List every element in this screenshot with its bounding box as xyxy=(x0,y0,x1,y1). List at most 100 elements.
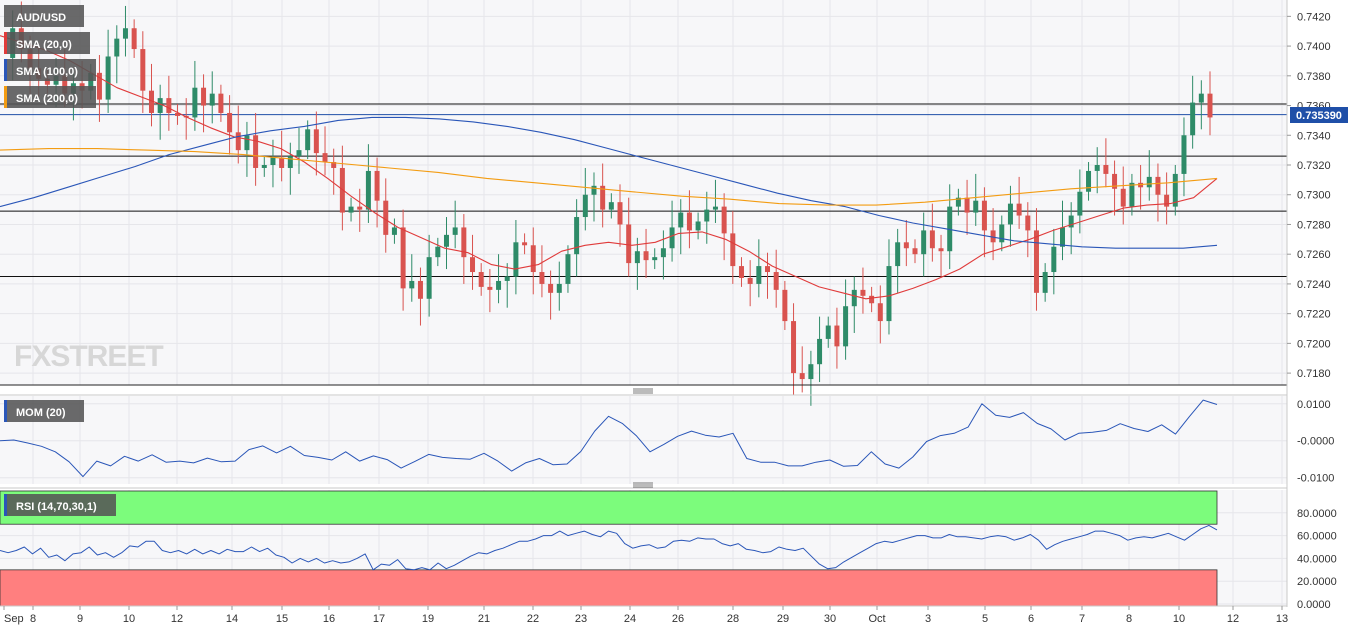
legend-sma100[interactable]: SMA (100,0) xyxy=(4,59,96,81)
candle-bearish xyxy=(626,224,632,264)
candle-bullish xyxy=(105,56,111,100)
time-axis-tick-label: 19 xyxy=(422,613,434,625)
time-axis-tick-label: 5 xyxy=(982,613,988,625)
legend-mom-swatch xyxy=(4,400,7,422)
legend-sma200[interactable]: SMA (200,0) xyxy=(4,86,96,108)
legend-sma200-swatch xyxy=(4,86,7,108)
candle-bearish xyxy=(929,230,935,249)
legend-rsi[interactable]: RSI (14,70,30,1) xyxy=(4,494,116,516)
candle-bearish xyxy=(869,295,875,304)
candle-bearish xyxy=(990,230,996,243)
legend-sma20[interactable]: SMA (20,0) xyxy=(4,32,90,54)
candle-bearish xyxy=(148,90,154,113)
candle-bullish xyxy=(895,242,901,267)
candle-bearish xyxy=(62,75,68,94)
price-axis-tick-label: 0.7200 xyxy=(1297,338,1331,350)
candle-bearish xyxy=(938,248,944,252)
candle-bearish xyxy=(27,49,33,69)
candle-bullish xyxy=(1094,165,1100,171)
candle-bearish xyxy=(357,206,363,210)
candle-bullish xyxy=(513,242,519,277)
candle-bullish xyxy=(634,251,640,264)
legend-symbol[interactable]: AUD/USD xyxy=(4,5,84,27)
sma20-line xyxy=(0,35,1218,300)
candle-bearish xyxy=(96,72,102,100)
rsi-axis-tick-label: 60.0000 xyxy=(1297,531,1337,543)
candle-bullish xyxy=(287,156,293,168)
candle-bearish xyxy=(1016,203,1022,216)
legend-mom[interactable]: MOM (20) xyxy=(4,400,84,422)
candle-bullish xyxy=(244,135,250,151)
candle-bullish xyxy=(426,257,432,299)
candle-bearish xyxy=(539,272,545,284)
time-axis-tick-label: 22 xyxy=(527,613,539,625)
candle-bearish xyxy=(860,289,866,296)
candle-bullish xyxy=(270,157,276,165)
time-axis-tick-label: 7 xyxy=(1079,613,1085,625)
legend-sma100-swatch xyxy=(4,59,7,81)
time-axis-tick-label: 30 xyxy=(824,613,836,625)
candle-bullish xyxy=(1077,191,1083,216)
current-price-badge: 0.735390 xyxy=(1290,107,1348,123)
candle-bearish xyxy=(721,206,727,234)
time-axis-tick-label: 26 xyxy=(672,613,684,625)
rsi-zone-bands xyxy=(0,490,1218,607)
candle-bullish xyxy=(695,221,701,231)
candle-bullish xyxy=(1051,246,1057,273)
candle-bullish xyxy=(348,206,354,213)
candle-bullish xyxy=(999,224,1005,243)
legend-rsi-swatch xyxy=(4,494,7,516)
candle-bearish xyxy=(1155,176,1161,195)
candle-bearish xyxy=(964,197,970,213)
candle-bullish xyxy=(1007,203,1013,225)
mom-axis-tick-label: -0.0100 xyxy=(1297,473,1334,485)
legend-symbol-label: AUD/USD xyxy=(16,12,66,24)
time-axis-tick-label: 21 xyxy=(478,613,490,625)
candle-bullish xyxy=(504,276,510,281)
time-axis-tick-label: 9 xyxy=(77,613,83,625)
resize-handle-mom[interactable] xyxy=(633,482,653,488)
candle-bearish xyxy=(799,373,805,380)
candle-bullish xyxy=(652,257,658,261)
candle-bearish xyxy=(903,242,909,249)
candle-bullish xyxy=(435,246,441,258)
mom-line xyxy=(0,399,1218,478)
price-axis-tick-label: 0.7320 xyxy=(1297,160,1331,172)
candle-bullish xyxy=(817,338,823,365)
candle-bearish xyxy=(253,135,259,168)
indicator-lines xyxy=(0,35,1218,571)
candle-bullish xyxy=(825,325,831,339)
time-axis-tick-label: Sep xyxy=(4,613,24,625)
candle-bearish xyxy=(400,227,406,289)
mom-axis-tick-label: 0.0100 xyxy=(1297,399,1331,411)
price-axis-tick-label: 0.7180 xyxy=(1297,368,1331,380)
candle-bullish xyxy=(114,38,120,57)
sma100-line xyxy=(0,116,1218,249)
rsi-line xyxy=(0,524,1218,571)
rsi-axis-tick-label: 0.0000 xyxy=(1297,599,1331,611)
candle-bearish xyxy=(643,251,649,261)
candle-bearish xyxy=(530,245,536,273)
candle-bullish xyxy=(88,72,94,91)
candle-bearish xyxy=(417,280,423,299)
candle-bullish xyxy=(1172,173,1178,207)
candle-bearish xyxy=(140,49,146,91)
candle-bullish xyxy=(678,212,684,228)
candle-bearish xyxy=(201,87,207,106)
candle-bearish xyxy=(730,233,736,267)
rsi-axis-tick-label: 20.0000 xyxy=(1297,576,1337,588)
candle-bullish xyxy=(122,28,128,39)
candle-bearish xyxy=(470,257,476,273)
price-axis-tick-label: 0.7220 xyxy=(1297,309,1331,321)
candle-bullish xyxy=(157,98,163,113)
time-axis-tick-label: 8 xyxy=(1126,613,1132,625)
price-axis-background xyxy=(1287,0,1360,607)
price-axis-labels: 0.74200.74000.73800.73600.73400.73200.73… xyxy=(1287,11,1337,611)
time-axis-tick-label: 16 xyxy=(323,613,335,625)
candle-bearish xyxy=(487,286,493,290)
candle-bullish xyxy=(443,234,449,247)
price-axis-tick-label: 0.7300 xyxy=(1297,190,1331,202)
resize-handle-main[interactable] xyxy=(633,388,653,394)
candle-bullish xyxy=(1190,102,1196,136)
candle-bullish xyxy=(556,283,562,293)
